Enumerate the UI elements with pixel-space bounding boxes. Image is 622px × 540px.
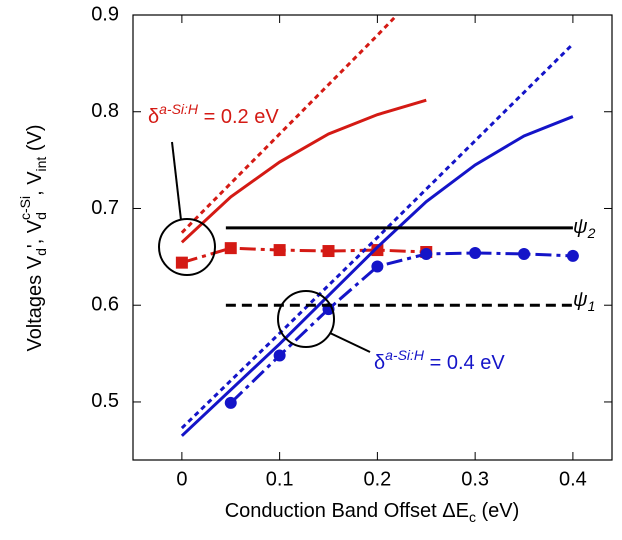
- annotation-text: δ: [148, 106, 159, 128]
- x-tick-label: 0.1: [266, 468, 294, 490]
- y-label-text: , V: [24, 171, 46, 196]
- annotation-text: ψ: [573, 289, 588, 311]
- y-label-sup: c-Si: [17, 196, 33, 220]
- annotation-text: = 0.2 eV: [198, 106, 279, 128]
- marker: [371, 260, 384, 273]
- series-line: [180, 115, 574, 437]
- x-label-sub: c: [469, 509, 476, 525]
- marker: [518, 247, 531, 260]
- series-line: [229, 251, 573, 405]
- x-tick-label: 0.2: [363, 468, 391, 490]
- marker: [469, 246, 482, 259]
- y-tick-label: 0.5: [91, 390, 119, 412]
- y-label-text: ', V: [24, 219, 46, 248]
- annotation-text: = 0.4 eV: [424, 352, 505, 374]
- callout-circle: [277, 290, 335, 348]
- y-label-sub: d: [33, 212, 49, 220]
- plot-frame: [132, 14, 613, 461]
- x-tick-label: 0.3: [461, 468, 489, 490]
- marker: [175, 256, 188, 269]
- marker: [273, 244, 286, 257]
- annotation-sup: a-Si:H: [385, 347, 425, 363]
- marker: [371, 244, 384, 257]
- annotation-sub: 1: [588, 298, 596, 314]
- y-label-sub: int: [33, 157, 49, 172]
- marker: [224, 242, 237, 255]
- marker: [566, 249, 579, 262]
- series-line: [181, 246, 427, 265]
- callout-circle: [158, 218, 216, 276]
- y-axis-label: Voltages Vd', Vdc-Si, Vint (V): [17, 124, 49, 351]
- series-line: [180, 42, 574, 430]
- y-tick-label: 0.7: [91, 197, 119, 219]
- annotation: δa-Si:H = 0.4 eV: [374, 347, 505, 375]
- annotation: ψ1: [573, 289, 595, 313]
- annotation-text: ψ: [573, 216, 588, 238]
- plot-area: [175, 15, 579, 437]
- y-label-text: (V): [24, 124, 46, 156]
- callout-pointer: [329, 332, 371, 353]
- callout-pointer: [171, 141, 182, 221]
- x-tick-label: 0.4: [559, 468, 587, 490]
- marker: [273, 349, 286, 362]
- y-tick-label: 0.9: [91, 3, 119, 25]
- x-label-text: Conduction Band Offset ΔE: [225, 500, 469, 522]
- callouts: [158, 141, 371, 353]
- annotation-sub: 2: [587, 225, 596, 241]
- annotation: ψ2: [573, 216, 596, 240]
- marker: [322, 245, 335, 258]
- annotation-text: δ: [374, 352, 385, 374]
- y-label-sub: d: [33, 248, 49, 256]
- y-tick-label: 0.6: [91, 293, 119, 315]
- x-tick-label: 0: [176, 468, 187, 490]
- marker: [224, 396, 237, 409]
- series-line: [180, 98, 427, 244]
- x-label-text: (eV): [476, 500, 519, 522]
- series-line: [180, 15, 399, 234]
- y-tick-label: 0.8: [91, 100, 119, 122]
- annotation-sup: a-Si:H: [159, 101, 199, 117]
- y-label-text: Voltages V: [24, 255, 46, 351]
- x-axis-label: Conduction Band Offset ΔEc (eV): [225, 500, 520, 524]
- marker: [420, 247, 433, 260]
- annotation: δa-Si:H = 0.2 eV: [148, 101, 279, 129]
